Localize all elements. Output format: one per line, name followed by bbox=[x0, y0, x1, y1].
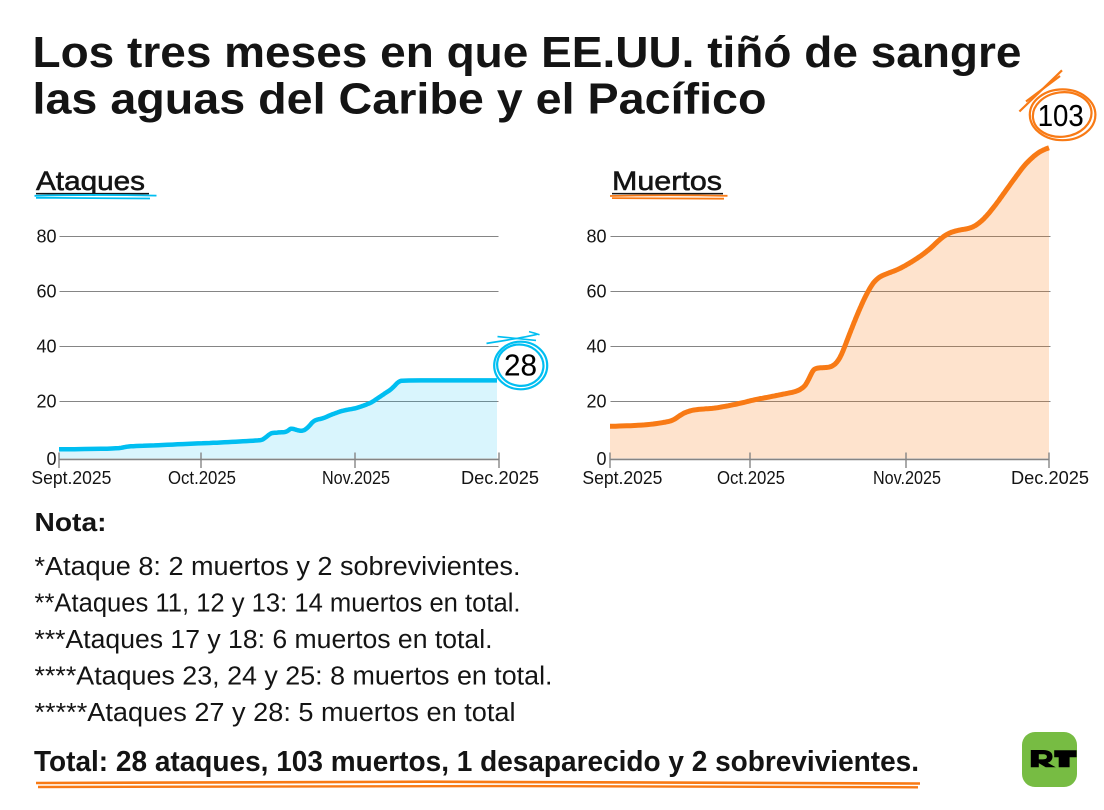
svg-text:40: 40 bbox=[36, 337, 56, 357]
svg-text:Oct.2025: Oct.2025 bbox=[168, 468, 236, 488]
svg-text:80: 80 bbox=[36, 227, 56, 247]
svg-text:103: 103 bbox=[1038, 98, 1084, 133]
svg-text:*****Ataques 27 y 28: 5 muerto: *****Ataques 27 y 28: 5 muertos en total bbox=[35, 699, 516, 727]
svg-text:Sept.2025: Sept.2025 bbox=[31, 468, 111, 488]
svg-text:80: 80 bbox=[586, 227, 606, 247]
svg-text:Total: 28 ataques, 103 muertos: Total: 28 ataques, 103 muertos, 1 desapa… bbox=[34, 746, 919, 778]
svg-text:0: 0 bbox=[46, 449, 56, 469]
svg-text:*Ataque 8: 2 muertos y 2 sobre: *Ataque 8: 2 muertos y 2 sobrevivientes. bbox=[35, 553, 521, 581]
svg-text:0: 0 bbox=[596, 449, 606, 469]
svg-text:60: 60 bbox=[36, 282, 56, 302]
svg-text:40: 40 bbox=[586, 337, 606, 357]
svg-text:28: 28 bbox=[504, 348, 537, 383]
svg-text:**Ataques 11, 12 y 13: 14 muer: **Ataques 11, 12 y 13: 14 muertos en tot… bbox=[35, 590, 521, 618]
svg-text:***Ataques 17 y 18: 6 muertos: ***Ataques 17 y 18: 6 muertos en total. bbox=[35, 626, 493, 654]
svg-text:20: 20 bbox=[36, 392, 56, 412]
svg-text:las aguas del Caribe y el Pací: las aguas del Caribe y el Pacífico bbox=[33, 75, 767, 124]
svg-text:Ataques: Ataques bbox=[36, 166, 145, 196]
svg-text:Dec.2025: Dec.2025 bbox=[1011, 468, 1089, 488]
svg-text:Dec.2025: Dec.2025 bbox=[461, 468, 539, 488]
svg-text:Muertos: Muertos bbox=[612, 166, 722, 196]
svg-text:60: 60 bbox=[586, 282, 606, 302]
svg-text:Nov.2025: Nov.2025 bbox=[322, 468, 390, 488]
svg-text:Nov.2025: Nov.2025 bbox=[873, 468, 941, 488]
svg-text:Nota:: Nota: bbox=[35, 507, 107, 537]
svg-text:Sept.2025: Sept.2025 bbox=[582, 468, 662, 488]
svg-text:Oct.2025: Oct.2025 bbox=[717, 468, 785, 488]
svg-text:Los tres meses en que EE.UU. t: Los tres meses en que EE.UU. tiñó de san… bbox=[33, 28, 1022, 77]
svg-text:20: 20 bbox=[586, 392, 606, 412]
svg-text:****Ataques 23, 24 y 25: 8 mue: ****Ataques 23, 24 y 25: 8 muertos en to… bbox=[35, 663, 553, 691]
